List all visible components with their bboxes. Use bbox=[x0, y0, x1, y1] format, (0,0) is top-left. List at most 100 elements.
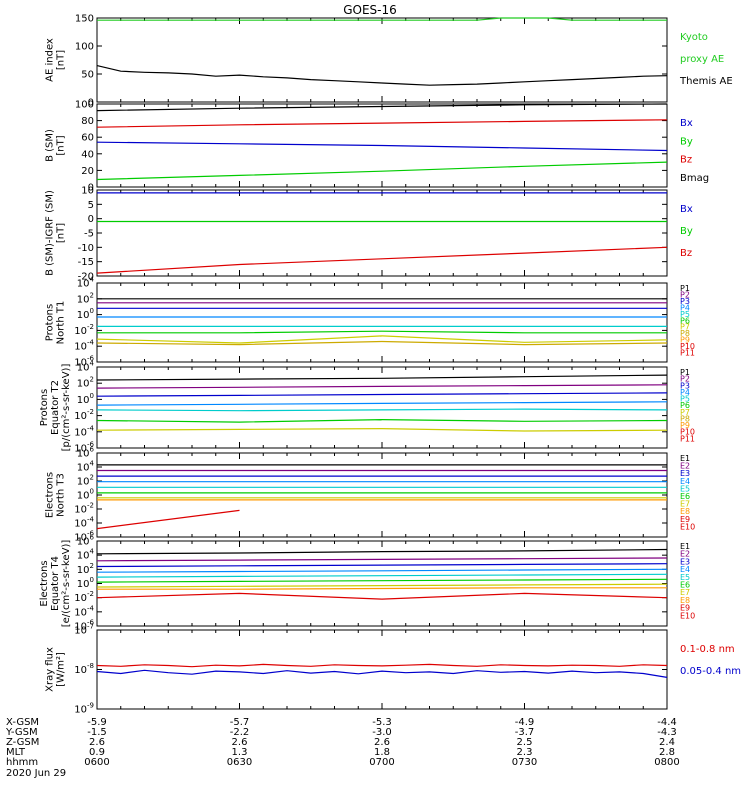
series-line-p6 bbox=[96, 418, 668, 423]
series-line-p4 bbox=[96, 401, 668, 406]
series-line-p2 bbox=[96, 384, 668, 389]
y-axis-label: [W/m²] bbox=[56, 652, 67, 687]
series-line-p1 bbox=[96, 374, 668, 381]
y-tick-label: 40 bbox=[81, 149, 94, 160]
legend-label: E9 bbox=[680, 515, 690, 524]
legend-label: P8 bbox=[680, 329, 690, 338]
legend-label: 0.05-0.4 nm bbox=[680, 666, 741, 677]
series-line-by bbox=[96, 161, 668, 181]
y-tick-label: 10-7 bbox=[74, 623, 94, 637]
series-line-e7 bbox=[96, 583, 668, 588]
legend-label: P10 bbox=[680, 428, 695, 437]
legend-label: P6 bbox=[680, 316, 690, 325]
ephemeris-value: -5.3 bbox=[372, 717, 392, 728]
y-axis-label: B (SM) bbox=[45, 129, 56, 162]
series-line-e4 bbox=[96, 568, 668, 573]
panel-frame bbox=[96, 282, 668, 363]
y-tick-label: 20 bbox=[81, 166, 94, 177]
legend-label: Bz bbox=[680, 248, 692, 259]
series-line-e6 bbox=[96, 578, 668, 583]
legend-label: E8 bbox=[680, 507, 690, 516]
legend-label: Bz bbox=[680, 155, 692, 166]
legend-label: E5 bbox=[680, 573, 690, 582]
ephemeris-row-label: X-GSM bbox=[6, 717, 39, 728]
legend-label: E7 bbox=[680, 588, 690, 597]
legend-label: P5 bbox=[680, 310, 690, 319]
y-axis-label: Protons bbox=[39, 389, 50, 426]
y-tick-label: 150 bbox=[75, 14, 94, 25]
ephemeris-row-label: Z-GSM bbox=[6, 737, 39, 748]
legend-label: E10 bbox=[680, 611, 695, 620]
legend-label: P9 bbox=[680, 336, 690, 345]
ephemeris-value: -3.0 bbox=[372, 727, 392, 738]
series-line-e8 bbox=[97, 587, 667, 590]
legend-label: E1 bbox=[680, 542, 690, 551]
panel-1: 0 50 100 150 AE index [nT] Kyoto proxy AE Themis… bbox=[45, 14, 733, 109]
y-tick-label: 100 bbox=[75, 100, 94, 111]
legend-label: P1 bbox=[680, 284, 690, 293]
y-tick-label: 80 bbox=[81, 116, 94, 127]
series-line-0-05-0-4-nm bbox=[96, 669, 668, 678]
y-tick-label: 10-2 bbox=[74, 323, 94, 337]
legend-label: E7 bbox=[680, 500, 690, 509]
y-axis-label: B (SM)-IGRF (SM) bbox=[45, 190, 56, 276]
y-tick-label: 102 bbox=[77, 291, 94, 305]
legend-label: P4 bbox=[680, 388, 690, 397]
panel-frame bbox=[96, 452, 668, 538]
series-line-p7 bbox=[96, 427, 668, 432]
legend-label: proxy AE bbox=[680, 54, 724, 65]
y-axis-label: [p/(cm²-s-sr-keV)] bbox=[61, 364, 72, 452]
panel-frame bbox=[96, 189, 668, 277]
legend-label: P5 bbox=[680, 395, 690, 404]
series-line-p6 bbox=[97, 330, 667, 334]
series-line-e2 bbox=[96, 557, 668, 562]
ephemeris-value: -4.4 bbox=[657, 717, 677, 728]
legend-label: P9 bbox=[680, 421, 690, 430]
y-tick-label: -5 bbox=[84, 229, 94, 240]
legend-label: E6 bbox=[680, 492, 690, 501]
y-tick-label: 10-4 bbox=[74, 516, 94, 530]
ephemeris-value: 1.8 bbox=[374, 747, 390, 758]
y-tick-label: 100 bbox=[75, 42, 94, 53]
legend-label: Bx bbox=[680, 204, 693, 215]
legend-label: P7 bbox=[680, 408, 690, 417]
ephemeris-value: -3.7 bbox=[515, 727, 535, 738]
y-axis-label: [e/(cm²-s-sr-keV)] bbox=[61, 540, 72, 628]
y-axis-label: Electrons bbox=[39, 560, 50, 606]
y-axis-label: North T3 bbox=[56, 473, 67, 517]
ephemeris-value: -1.5 bbox=[87, 727, 107, 738]
ephemeris-value: 2.4 bbox=[659, 737, 675, 748]
y-tick-label: 10-4 bbox=[74, 424, 94, 438]
legend-label: E3 bbox=[680, 469, 690, 478]
y-tick-label: 0 bbox=[88, 183, 94, 194]
ephemeris-value: -4.3 bbox=[657, 727, 677, 738]
legend-label: P10 bbox=[680, 342, 695, 351]
y-tick-label: 102 bbox=[77, 474, 94, 488]
legend-label: P3 bbox=[680, 381, 690, 390]
legend-label: P7 bbox=[680, 323, 690, 332]
y-tick-label: 104 bbox=[77, 460, 95, 474]
series-line-p5 bbox=[96, 408, 668, 412]
ephemeris-value: 0800 bbox=[654, 757, 679, 768]
y-tick-label: 100 bbox=[77, 307, 94, 321]
legend-label: P6 bbox=[680, 401, 690, 410]
legend-label: P11 bbox=[680, 434, 695, 443]
ephemeris-value: 2.5 bbox=[517, 737, 533, 748]
legend-label: P8 bbox=[680, 414, 690, 423]
y-tick-label: 10-4 bbox=[74, 604, 94, 618]
series-line-kyoto-proxy-ae bbox=[97, 17, 667, 21]
y-tick-label: 10-4 bbox=[74, 339, 94, 353]
y-tick-label: 106 bbox=[77, 534, 95, 548]
series-line-e9 bbox=[96, 592, 668, 600]
legend-label: Themis AE bbox=[679, 76, 733, 87]
y-tick-label: 100 bbox=[77, 576, 94, 590]
ephemeris-value: 0.9 bbox=[89, 747, 105, 758]
y-tick-label: -20 bbox=[78, 272, 94, 283]
panel-frame bbox=[96, 629, 668, 710]
legend-label: E10 bbox=[680, 522, 695, 531]
y-axis-label: [nT] bbox=[56, 135, 67, 155]
